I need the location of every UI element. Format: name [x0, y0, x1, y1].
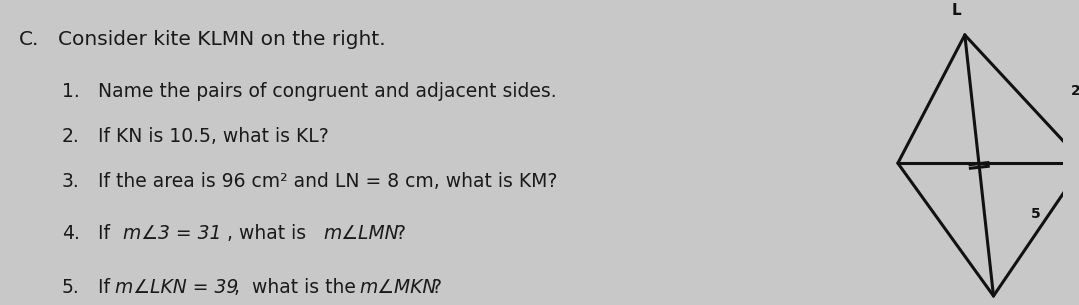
- Text: 2.: 2.: [62, 127, 80, 146]
- Text: If: If: [98, 224, 122, 242]
- Text: If the area is 96 cm² and LN = 8 cm, what is KM?: If the area is 96 cm² and LN = 8 cm, wha…: [98, 172, 557, 191]
- Text: If KN is 10.5, what is KL?: If KN is 10.5, what is KL?: [98, 127, 328, 146]
- Text: ?: ?: [432, 278, 441, 297]
- Text: If: If: [98, 278, 115, 297]
- Text: ,  what is the: , what is the: [234, 278, 361, 297]
- Text: , what is: , what is: [228, 224, 313, 242]
- Text: 1.: 1.: [62, 82, 80, 101]
- Text: 2: 2: [1071, 84, 1079, 98]
- Text: 3.: 3.: [62, 172, 80, 191]
- Text: 5: 5: [1030, 207, 1040, 221]
- Text: m∠LKN = 39: m∠LKN = 39: [114, 278, 238, 297]
- Text: Consider kite KLMN on the right.: Consider kite KLMN on the right.: [58, 30, 386, 49]
- Text: Name the pairs of congruent and adjacent sides.: Name the pairs of congruent and adjacent…: [98, 82, 557, 101]
- Text: m∠LMN: m∠LMN: [323, 224, 398, 242]
- Text: C.: C.: [19, 30, 40, 49]
- Text: L: L: [952, 3, 961, 18]
- Text: 4.: 4.: [62, 224, 80, 242]
- Text: ?: ?: [395, 224, 406, 242]
- Text: 5.: 5.: [62, 278, 80, 297]
- Text: m∠3 = 31: m∠3 = 31: [123, 224, 221, 242]
- Text: m∠MKN: m∠MKN: [359, 278, 437, 297]
